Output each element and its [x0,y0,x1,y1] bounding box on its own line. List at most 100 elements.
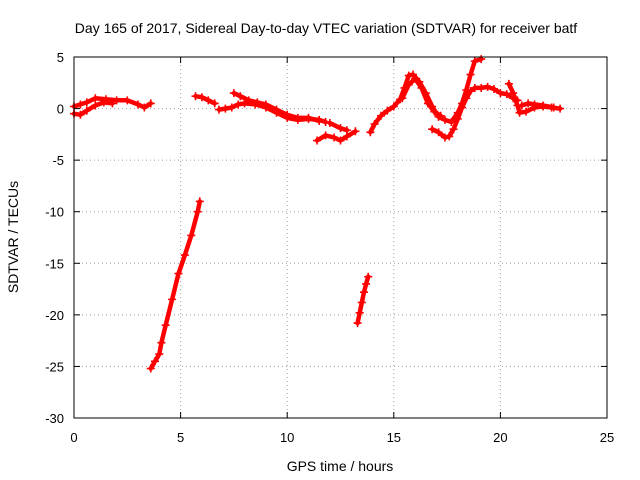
series-line [327,120,350,133]
data-point-marker [155,350,164,359]
data-point-marker [445,132,454,141]
data-point-marker [364,272,373,281]
data-point-marker [417,83,426,92]
data-point-marker [197,93,206,102]
data-point-marker [436,111,445,120]
data-point-marker [470,57,479,66]
data-point-marker [146,364,155,373]
series-arc-3 [191,92,219,108]
data-point-marker [477,55,486,64]
data-point-marker [377,111,386,120]
series-arc-5b [325,119,351,135]
data-point-marker [462,94,471,103]
data-point-marker [133,100,142,109]
series-arc-7b [398,74,445,120]
y-tick-label: 5 [57,50,64,65]
data-point-marker [234,100,243,109]
y-tick-label: -10 [45,205,64,220]
data-point-marker [336,136,345,145]
x-tick-label: 15 [387,430,401,445]
data-point-marker [359,288,368,297]
data-point-marker [325,119,334,128]
data-point-marker [236,92,245,101]
data-point-marker [123,96,132,105]
data-point-marker [366,128,375,137]
data-point-marker [229,89,238,98]
data-point-marker [355,308,364,317]
data-point-marker [530,100,539,109]
data-point-marker [140,103,149,112]
y-tick-label: 0 [57,102,64,117]
data-point-marker [108,99,117,108]
data-point-marker [195,197,204,206]
data-point-marker [315,116,324,125]
data-point-marker [353,319,362,328]
x-tick-label: 25 [600,430,614,445]
data-point-marker [168,295,177,304]
series-line [314,129,358,143]
data-point-marker [517,101,526,110]
data-point-marker [214,105,223,114]
data-point-marker [146,99,155,108]
data-point-marker [227,103,236,112]
data-point-marker [244,96,253,105]
data-point-marker [76,110,85,119]
data-point-marker [151,357,160,366]
data-point-marker [313,136,322,145]
data-point-marker [521,107,530,116]
data-point-marker [362,279,371,288]
data-point-marker [261,100,270,109]
data-point-marker [428,125,437,134]
data-point-marker [490,84,499,93]
data-point-marker [157,338,166,347]
y-tick-label: -5 [52,153,64,168]
data-point-marker [556,104,565,113]
data-point-marker [204,96,213,105]
data-point-marker [112,96,121,105]
data-point-marker [191,92,200,101]
data-point-marker [389,102,398,111]
data-point-marker [99,98,108,107]
data-point-marker [210,99,219,108]
series-arc-2 [146,197,204,373]
data-point-marker [76,100,85,109]
data-point-marker [193,207,202,216]
data-point-marker [187,231,196,240]
data-point-marker [449,125,458,134]
data-point-marker [370,120,379,129]
data-point-marker [539,101,548,110]
data-point-marker [82,106,91,115]
y-tick-label: -30 [45,411,64,426]
plot-frame [73,56,608,419]
data-point-marker [383,106,392,115]
data-point-marker [398,94,407,103]
series-arc-5 [313,127,360,145]
data-point-marker [515,108,524,117]
y-tick-label: -25 [45,359,64,374]
data-point-marker [447,117,456,126]
series-arc-9b [517,99,558,112]
data-point-marker [351,127,360,136]
y-tick-label: -15 [45,256,64,271]
data-point-marker [434,128,443,137]
data-point-marker [336,124,345,133]
data-point-marker [440,115,449,124]
data-point-marker [524,99,533,108]
data-point-marker [283,110,292,119]
data-point-marker [180,251,189,260]
data-point-marker [502,90,511,99]
data-point-marker [423,99,432,108]
data-point-marker [430,107,439,116]
data-series [70,55,565,373]
data-point-marker [342,126,351,135]
y-tick-label: -20 [45,308,64,323]
x-axis-label: GPS time / hours [287,458,394,474]
data-point-marker [458,103,467,112]
data-point-marker [504,79,513,88]
data-point-marker [466,87,475,96]
series-line [71,96,154,110]
data-point-marker [330,133,339,142]
data-point-marker [174,269,183,278]
data-point-marker [549,103,558,112]
